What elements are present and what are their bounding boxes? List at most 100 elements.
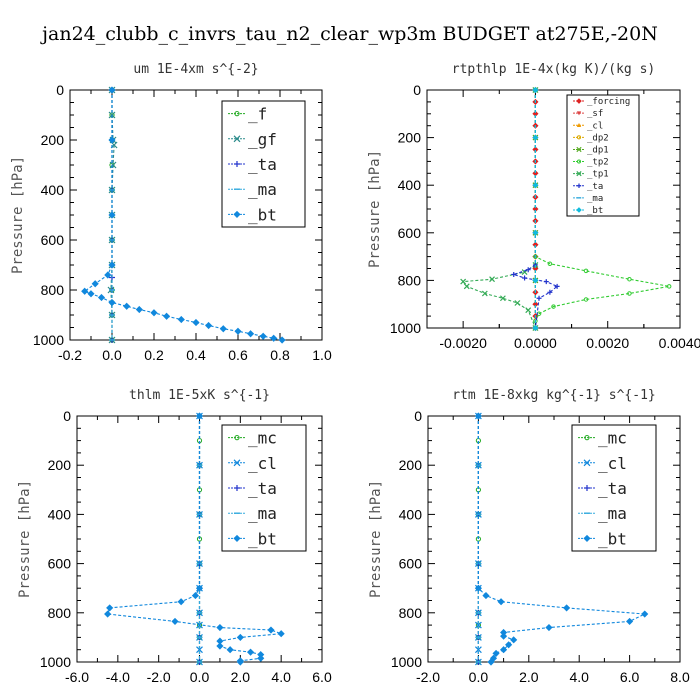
legend-label: _ta <box>248 479 277 498</box>
data-point <box>108 261 116 269</box>
data-point <box>536 295 542 301</box>
series-forcing <box>532 86 539 332</box>
data-point <box>267 626 275 634</box>
data-point <box>259 332 267 340</box>
y-tick-label: 0 <box>414 408 422 424</box>
data-point <box>226 646 234 654</box>
y-axis-label: Pressure [hPa] <box>17 480 33 598</box>
data-point <box>547 289 553 295</box>
legend: _forcing _sf _cl _dp2 _dp1 _tp2 _tp1 _ta _ma _bt <box>566 94 640 217</box>
data-point <box>219 325 227 333</box>
data-point <box>196 646 203 654</box>
data-point <box>109 161 117 169</box>
data-point <box>522 275 528 281</box>
legend-marker <box>576 207 582 213</box>
data-point <box>463 283 470 290</box>
legend-marker <box>234 161 240 167</box>
legend-label: _ma <box>587 194 603 204</box>
data-point <box>627 276 632 282</box>
y-tick-label: 800 <box>399 605 423 621</box>
legend-label: _dp1 <box>587 145 609 155</box>
y-tick-label: 400 <box>398 177 422 193</box>
legend-marker <box>234 435 240 441</box>
data-point <box>195 412 204 420</box>
data-point <box>236 633 244 641</box>
data-point <box>106 604 114 612</box>
data-point <box>547 261 553 266</box>
legend-label: _ta <box>248 155 277 174</box>
chart-panel-4: rtm 1E-8xkg kg^{-1} s^{-1} Pressure [hPa]… <box>368 388 690 685</box>
data-point <box>533 254 538 259</box>
y-tick-label: 600 <box>41 232 65 248</box>
data-point <box>247 330 255 338</box>
legend-label: _ma <box>248 180 277 199</box>
data-point <box>481 290 488 297</box>
y-tick-label: 0 <box>63 408 71 424</box>
data-point <box>500 646 508 654</box>
data-point <box>525 267 531 273</box>
data-point <box>192 318 200 327</box>
legend-label: _tp1 <box>587 170 609 180</box>
legend: _mc _cl _ta _ma _bt <box>221 424 307 552</box>
x-tick-label: 0.6 <box>228 347 248 363</box>
data-point <box>583 268 589 274</box>
legend-marker <box>576 98 582 104</box>
data-point <box>474 646 482 654</box>
data-point <box>91 280 99 288</box>
chart-panel-1: um 1E-4xm s^{-2} Pressure [hPa] 0 200 400 600… <box>10 62 332 363</box>
series-bt <box>532 86 539 332</box>
legend-marker <box>576 171 582 177</box>
x-tick-label: 0.0 <box>190 669 210 685</box>
x-tick-label: 6.0 <box>312 669 332 685</box>
data-point <box>474 584 482 592</box>
data-point <box>511 271 517 277</box>
data-point <box>150 309 158 317</box>
data-point <box>532 229 539 236</box>
data-point <box>497 598 505 606</box>
data-point <box>104 610 112 618</box>
y-axis-label: Pressure [hPa] <box>10 156 26 274</box>
panel-title: rtm 1E-8xkg kg^{-1} s^{-1} <box>452 388 656 403</box>
data-point <box>177 315 185 324</box>
legend-label: _cl <box>587 121 603 131</box>
x-tick-label: 0.2 <box>144 347 164 363</box>
data-point <box>195 584 204 592</box>
data-point <box>171 617 179 625</box>
x-tick-label: 4.0 <box>271 669 291 685</box>
x-tick-label: 8.0 <box>670 669 690 685</box>
legend-label: _ta <box>598 479 627 498</box>
data-point <box>532 324 539 332</box>
legend-label: _bt <box>598 529 627 548</box>
panel-title: um 1E-4xm s^{-2} <box>133 62 258 77</box>
y-axis-label: Pressure [hPa] <box>367 150 383 268</box>
chart-panel-2: rtpthlp 1E-4x(kg K)/(kg s) Pressure [hPa]… <box>367 62 700 351</box>
y-tick-label: 600 <box>399 556 423 572</box>
x-tick-label: -2.0 <box>147 669 171 685</box>
legend-marker <box>576 123 582 128</box>
x-tick-label: 0.0 <box>102 347 122 363</box>
y-tick-label: 600 <box>398 225 422 241</box>
y-tick-label: 400 <box>41 182 65 198</box>
data-point <box>205 321 213 330</box>
y-tick-label: 0 <box>56 82 64 98</box>
data-point <box>492 649 500 657</box>
x-tick-label: 2.0 <box>231 669 251 685</box>
legend-marker <box>233 459 241 467</box>
data-point <box>532 134 539 141</box>
y-tick-label: 0 <box>413 82 421 98</box>
legend-label: _bt <box>587 206 603 216</box>
legend-marker <box>583 534 591 542</box>
series-line <box>534 90 670 328</box>
data-point <box>551 304 556 309</box>
legend-marker <box>576 135 582 140</box>
data-point <box>236 658 244 666</box>
data-point <box>163 312 171 320</box>
legend-label: _ma <box>598 504 627 523</box>
series-tp1 <box>460 87 539 331</box>
data-point <box>583 297 589 302</box>
legend-marker <box>576 159 582 164</box>
legend-label: _mc <box>248 429 277 448</box>
data-point <box>532 277 539 284</box>
x-tick-label: -0.0020 <box>439 335 487 351</box>
plot-frame <box>426 89 681 329</box>
